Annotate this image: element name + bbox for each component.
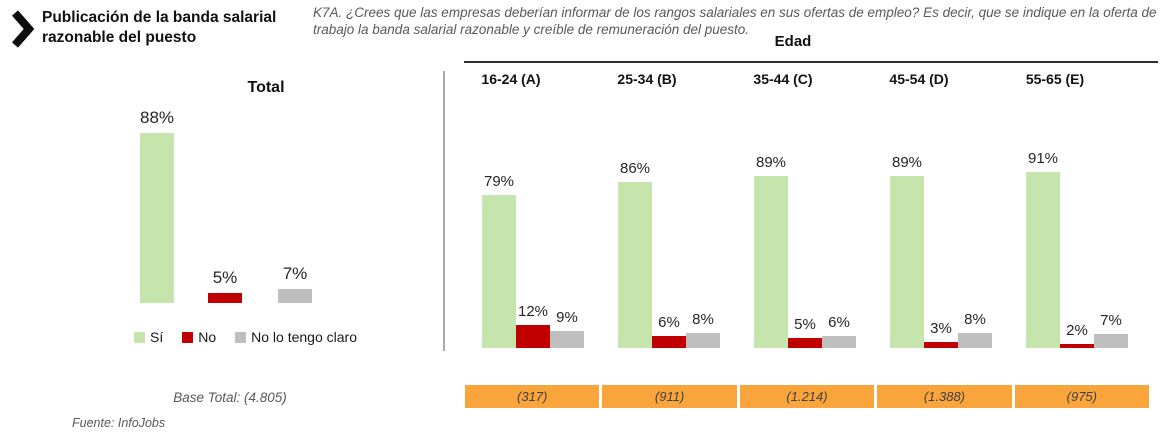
bar-value-label-no-claro-3: 8% <box>964 311 986 328</box>
bar-si-2 <box>754 176 788 348</box>
bar-si-total <box>140 133 174 303</box>
bar-no-2 <box>788 338 822 348</box>
bar-value-label-no-0: 12% <box>517 303 549 320</box>
bar-no-claro-3 <box>958 333 992 348</box>
si-swatch-icon <box>134 331 145 343</box>
page-title: Publicación de la banda salarial razonab… <box>42 9 277 46</box>
base-cell: (1.214) <box>739 385 875 408</box>
bar-no-total <box>208 293 242 303</box>
total-chart-title: Total <box>247 79 285 96</box>
legend-label: Sí <box>150 329 164 345</box>
age-column-header: 45-54 (D) <box>889 71 949 87</box>
bar-value-label-no-1: 6% <box>658 314 680 331</box>
bar-no-claro-total <box>278 289 312 303</box>
bar-value-label-no-claro-4: 7% <box>1100 312 1122 329</box>
bar-no-1 <box>652 336 686 348</box>
bar-value-label-no-3: 3% <box>930 320 952 337</box>
no-claro-swatch-icon <box>235 331 247 343</box>
bar-si-4 <box>1026 172 1060 348</box>
age-group-45-54: 89% 3% 8% <box>890 148 992 348</box>
age-column-header: 55-65 (E) <box>1025 71 1085 87</box>
bar-value-label-no-4: 2% <box>1066 322 1088 339</box>
bar-value-label-si-total: 88% <box>139 108 175 127</box>
chart-legend: Sí No No lo tengo claro <box>134 329 357 345</box>
no-swatch-icon <box>182 331 194 343</box>
bar-si-0 <box>482 195 516 348</box>
age-axis-title: Edad <box>774 33 812 50</box>
bar-value-label-no-claro-2: 6% <box>828 314 850 331</box>
bar-no-4 <box>1060 344 1094 348</box>
age-chart: 79% 12% 9% 86% 6% 8% 89% 5% 6% 89% 3% 8% 91% 2% 7% <box>443 148 1161 348</box>
age-group-16-24: 79% 12% 9% <box>482 148 584 348</box>
bar-value-label-si-0: 79% <box>483 173 515 190</box>
legend-label: No <box>198 329 217 345</box>
bar-value-label-no-claro-total: 7% <box>282 264 308 283</box>
age-column-header: 16-24 (A) <box>481 71 541 87</box>
total-chart: 88% 5% 7% <box>140 103 355 303</box>
bar-value-label-no-claro-1: 8% <box>692 311 714 328</box>
legend-label: No lo tengo claro <box>251 329 357 345</box>
survey-question-text: K7A. ¿Crees que las empresas deberían in… <box>313 5 1157 38</box>
bar-no-claro-2 <box>822 336 856 348</box>
base-total-label: Base Total: (4.805) <box>173 390 287 405</box>
age-column-header: 25-34 (B) <box>617 71 677 87</box>
bar-no-claro-4 <box>1094 334 1128 348</box>
bar-no-claro-0 <box>550 331 584 348</box>
bar-no-3 <box>924 342 958 348</box>
bar-no-0 <box>516 325 550 348</box>
bar-si-1 <box>618 182 652 348</box>
age-column-header: 35-44 (C) <box>753 71 813 87</box>
bar-value-label-si-2: 89% <box>755 154 787 171</box>
base-cell: (911) <box>602 385 737 408</box>
age-base-row: (317) (911) (1.214) (1.388) (975) <box>465 385 1150 408</box>
bar-value-label-no-2: 5% <box>794 316 816 333</box>
total-age-divider <box>443 71 445 351</box>
base-cell: (317) <box>465 385 600 408</box>
base-cell: (975) <box>1014 385 1150 408</box>
age-group-55-65: 91% 2% 7% <box>1026 148 1128 348</box>
base-cell: (1.388) <box>877 385 1012 408</box>
bar-si-3 <box>890 176 924 348</box>
bar-value-label-si-3: 89% <box>891 154 923 171</box>
bar-value-label-si-4: 91% <box>1027 150 1059 167</box>
age-group-35-44: 89% 5% 6% <box>754 148 856 348</box>
bar-value-label-si-1: 86% <box>619 160 651 177</box>
legend-item-si: Sí <box>134 329 163 345</box>
bar-value-label-no-total: 5% <box>212 268 238 287</box>
chevron-right-icon <box>11 9 35 54</box>
age-group-25-34: 86% 6% 8% <box>618 148 720 348</box>
legend-item-no-claro: No lo tengo claro <box>235 329 357 345</box>
bar-no-claro-1 <box>686 333 720 348</box>
age-header-rule <box>464 61 1158 63</box>
source-credit: Fuente: InfoJobs <box>72 416 166 430</box>
legend-item-no: No <box>182 329 216 345</box>
bar-value-label-no-claro-0: 9% <box>556 309 578 326</box>
